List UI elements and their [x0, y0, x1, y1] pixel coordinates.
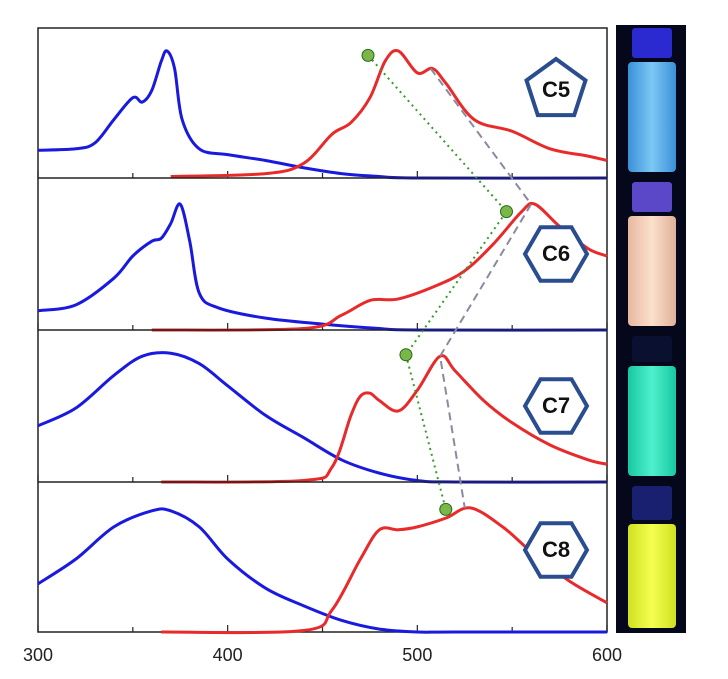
vial: [628, 524, 676, 628]
vial-cap: [632, 182, 672, 212]
vial-cap: [632, 28, 672, 58]
vial: [628, 366, 676, 476]
peak-marker: [439, 502, 453, 516]
peak-marker: [399, 348, 413, 362]
badge-label: C6: [542, 241, 570, 266]
badge-shape: [522, 377, 590, 435]
spectrum-line: [37, 49, 608, 180]
marker-guide-line: [367, 54, 508, 510]
x-tick-label: 500: [402, 645, 432, 665]
spectrum-line: [37, 507, 607, 634]
badge-label: C7: [542, 393, 570, 418]
badge-shape: [522, 521, 590, 579]
vial: [628, 216, 676, 326]
vial: [628, 62, 676, 172]
vial-cap: [632, 336, 672, 362]
x-tick-label: 600: [592, 645, 622, 665]
x-tick-label: 300: [23, 645, 53, 665]
badge-label: C5: [542, 77, 570, 102]
peak-marker: [499, 205, 513, 219]
peak-marker: [361, 48, 375, 62]
spectrum-line: [161, 354, 608, 484]
spectrum-line: [37, 351, 608, 484]
spectrum-line: [170, 49, 608, 179]
badge-shape: [522, 225, 590, 283]
spectrum-line: [37, 202, 608, 332]
badge-shape: [524, 56, 588, 118]
x-tick-label: 400: [213, 645, 243, 665]
vial-cap: [632, 486, 672, 520]
peak-guide-line: [429, 67, 533, 509]
vial-photos: [616, 25, 686, 633]
badge-label: C8: [542, 537, 570, 562]
